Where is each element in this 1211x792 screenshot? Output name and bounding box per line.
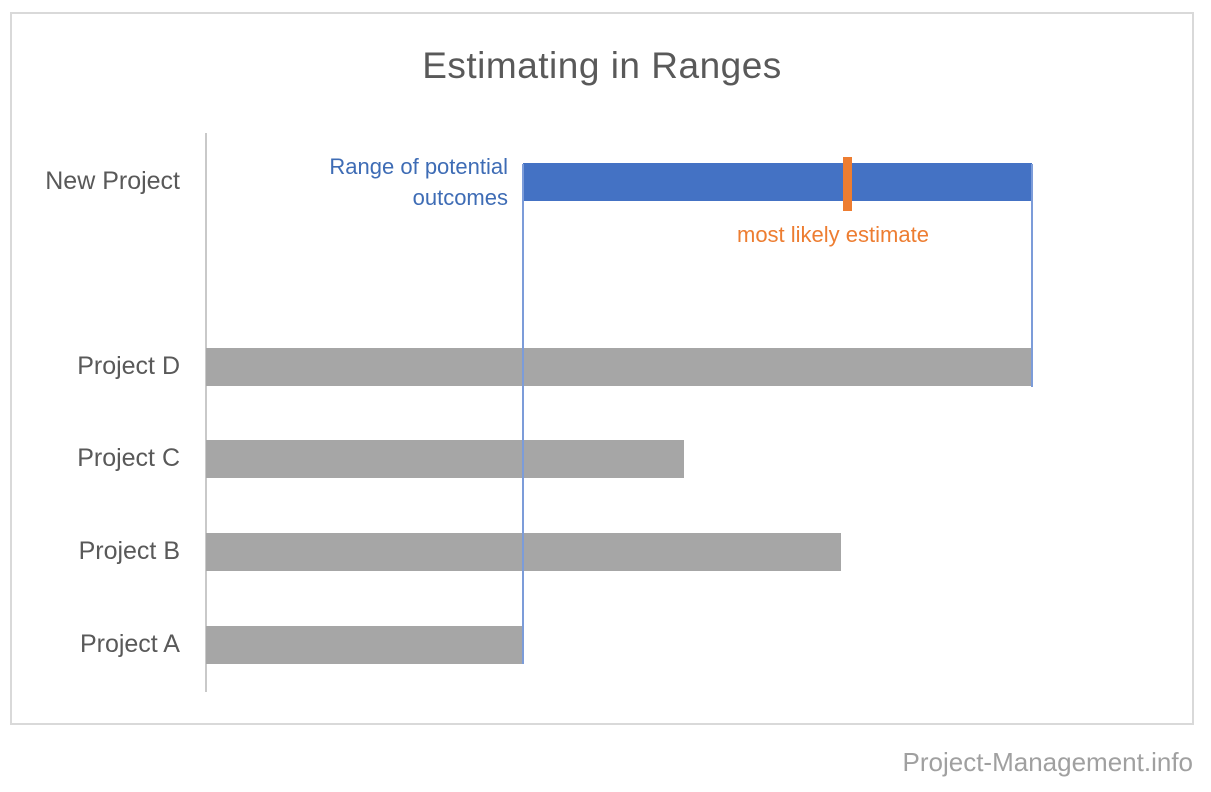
range-low-guide-line: [521, 163, 524, 664]
bar-project-a: [206, 625, 524, 664]
bar-project-d: [206, 347, 1032, 386]
range-of-outcomes-annotation: Range of potential outcomes: [329, 151, 508, 213]
category-axis-line: [205, 133, 207, 692]
bar-new-project: [523, 162, 1032, 201]
category-label-project-d: Project D: [77, 351, 180, 380]
range-high-guide-line: [1030, 163, 1033, 387]
footer-credit: Project-Management.info: [902, 747, 1193, 777]
most-likely-estimate-tick: [843, 156, 853, 211]
range-annotation-line1: Range of potential: [329, 154, 508, 179]
category-label-new-project: New Project: [45, 166, 180, 195]
chart-title: Estimating in Ranges: [422, 45, 782, 86]
most-likely-estimate-annotation: most likely estimate: [737, 222, 929, 247]
category-label-project-c: Project C: [77, 444, 180, 472]
category-label-project-b: Project B: [78, 537, 180, 565]
range-annotation-line2: outcomes: [412, 185, 508, 210]
category-label-project-a: Project A: [79, 629, 180, 658]
bar-project-c: [206, 440, 685, 478]
